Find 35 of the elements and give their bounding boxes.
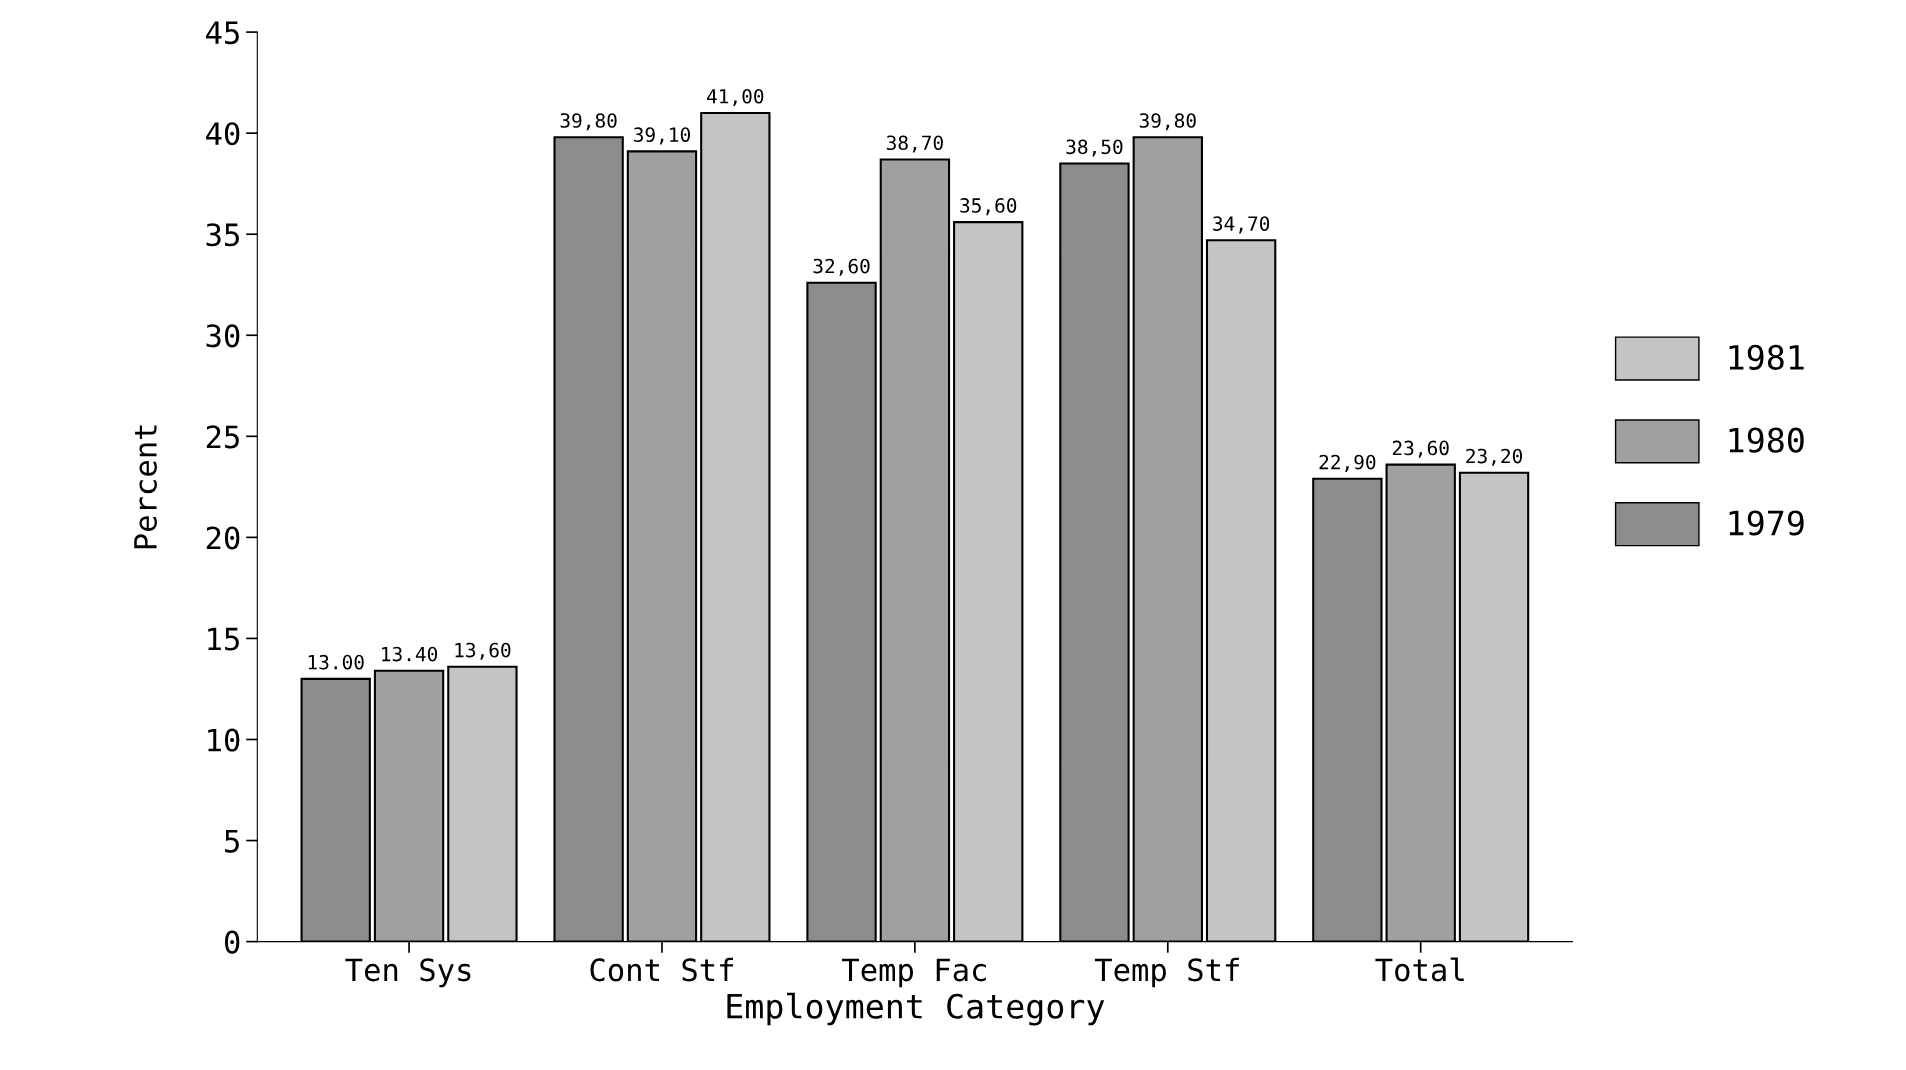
legend-label: 1979 (1729, 510, 1804, 536)
legend-label: 1981 (1729, 344, 1804, 370)
data-label: 23,60 (1392, 440, 1449, 458)
y-tick-label: 35 (206, 223, 239, 247)
data-label: 35,60 (960, 198, 1017, 216)
y-tick-label: 15 (208, 627, 239, 651)
x-axis-title: Employment Category (727, 992, 1105, 1026)
y-tick-label: 5 (225, 829, 239, 853)
x-tick-label: Cont Stf (590, 957, 734, 982)
y-tick-label: 10 (208, 728, 240, 752)
data-label: 39,10 (634, 127, 690, 145)
data-label: 13.00 (308, 654, 364, 670)
data-label: 23,20 (1466, 448, 1523, 466)
y-tick-label: 0 (224, 930, 240, 954)
data-label: 38,70 (886, 135, 943, 153)
y-tick-label: 45 (206, 21, 239, 45)
x-tick-label: Ten Sys (345, 958, 471, 988)
data-label: 32,60 (813, 258, 870, 276)
y-tick-label: 30 (206, 324, 240, 348)
legend-label: 1980 (1729, 427, 1804, 453)
x-tick-label: Temp Fac (842, 958, 986, 988)
data-label: 22,90 (1319, 454, 1376, 472)
x-tick-label: Temp Stf (1094, 957, 1239, 988)
data-label: 41,00 (707, 88, 764, 107)
data-label: 39,80 (1139, 113, 1196, 131)
y-tick-label: 40 (206, 122, 240, 146)
data-label: 38,50 (1066, 139, 1123, 157)
y-tick-label: 25 (206, 425, 239, 449)
data-label: 13,60 (455, 642, 511, 660)
data-label: 39,80 (560, 113, 617, 131)
y-tick-label: 20 (206, 526, 240, 550)
data-label: 34,70 (1213, 216, 1270, 234)
data-label: 13.40 (382, 646, 438, 662)
y-axis-title: Percent (134, 425, 157, 549)
x-tick-label: Total (1375, 957, 1464, 982)
